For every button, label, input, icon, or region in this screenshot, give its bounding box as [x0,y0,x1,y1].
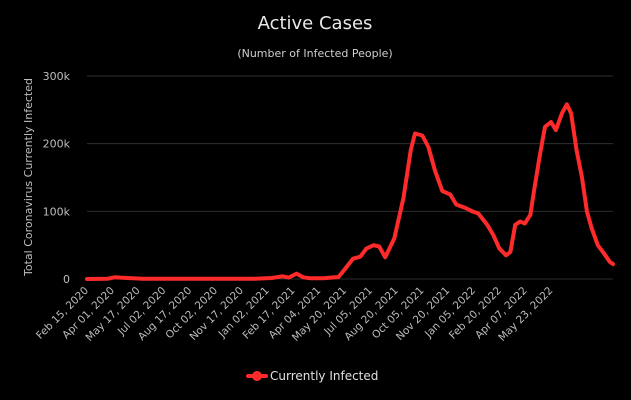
series-group [85,102,615,281]
chart-title: Active Cases [258,13,373,34]
gridlines [87,75,613,280]
y-axis-label: Total Coronavirus Currently Infected [22,78,35,277]
chart-subtitle: (Number of Infected People) [237,47,392,60]
y-axis-ticks: 0 100k 200k 300k [43,70,71,286]
y-tick-label: 100k [43,205,71,218]
legend-label[interactable]: Currently Infected [270,369,378,383]
y-tick-label: 300k [43,70,71,83]
series-line [85,102,615,281]
legend-dot-marker [252,371,262,381]
legend[interactable]: Currently Infected [246,369,378,383]
y-tick-label: 200k [43,138,71,151]
y-tick-label: 0 [63,273,70,286]
